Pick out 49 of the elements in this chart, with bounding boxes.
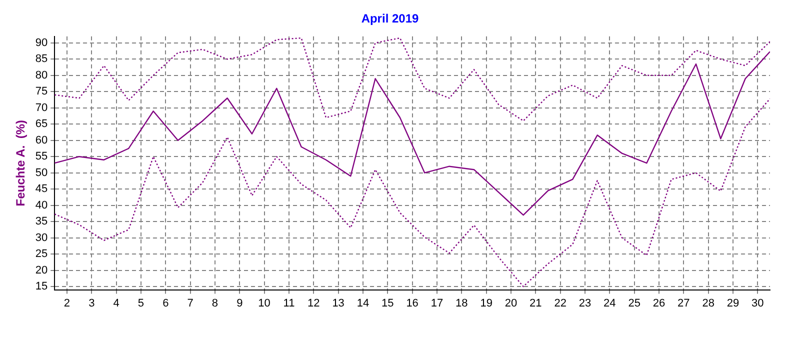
x-tick-label: 15 <box>382 297 394 310</box>
y-tick-label: 75 <box>35 86 48 98</box>
x-tick-label: 10 <box>258 297 270 310</box>
x-tick-label: 24 <box>604 297 616 310</box>
x-tick-label: 8 <box>212 297 218 310</box>
y-tick-label: 45 <box>35 183 48 196</box>
x-tick-label: 5 <box>138 297 144 310</box>
y-tick-label: 20 <box>35 264 48 276</box>
y-axis-title: Feuchte A. (%) <box>14 120 28 206</box>
y-tick-label: 25 <box>35 248 48 260</box>
x-tick-label: 13 <box>332 297 344 310</box>
y-tick-label: 85 <box>35 53 48 66</box>
y-tick-label: 30 <box>35 232 48 244</box>
y-tick-label: 35 <box>35 216 48 228</box>
x-tick-label: 14 <box>356 297 370 310</box>
x-tick-label: 22 <box>554 297 566 310</box>
y-tick-label: 55 <box>35 150 48 163</box>
x-tick-label: 17 <box>430 297 444 310</box>
y-tick-label: 90 <box>35 36 48 49</box>
x-tick-label: 25 <box>628 297 640 310</box>
x-tick-label: 11 <box>283 297 295 310</box>
x-tick-label: 2 <box>64 297 70 310</box>
x-tick-label: 16 <box>406 297 418 310</box>
x-tick-label: 4 <box>113 297 120 310</box>
x-tick-label: 27 <box>678 297 690 310</box>
line-series <box>54 37 770 122</box>
x-tick-label: 12 <box>308 297 320 310</box>
x-tick-label: 19 <box>480 297 492 310</box>
x-tick-label: 9 <box>236 297 243 310</box>
y-tick-label: 60 <box>35 134 48 146</box>
y-tick-label: 80 <box>35 69 48 82</box>
chart-title: April 2019 <box>361 12 419 26</box>
x-tick-label: 7 <box>187 297 194 310</box>
x-tick-label: 23 <box>578 297 592 310</box>
y-tick-label: 65 <box>35 118 48 130</box>
x-tick-label: 28 <box>702 297 714 310</box>
y-tick-label: 70 <box>35 102 48 114</box>
x-tick-label: 6 <box>162 297 169 310</box>
x-tick-label: 18 <box>456 297 468 310</box>
x-tick-label: 21 <box>530 297 542 310</box>
line-series <box>54 98 770 288</box>
x-tick-label: 30 <box>752 297 764 310</box>
x-tick-label: 20 <box>504 297 518 310</box>
x-tick-label: 26 <box>652 297 666 310</box>
x-tick-label: 29 <box>726 297 740 310</box>
y-tick-label: 15 <box>35 280 48 293</box>
x-tick-label: 3 <box>88 297 95 310</box>
y-tick-label: 50 <box>35 166 48 179</box>
y-tick-label: 40 <box>35 199 48 212</box>
